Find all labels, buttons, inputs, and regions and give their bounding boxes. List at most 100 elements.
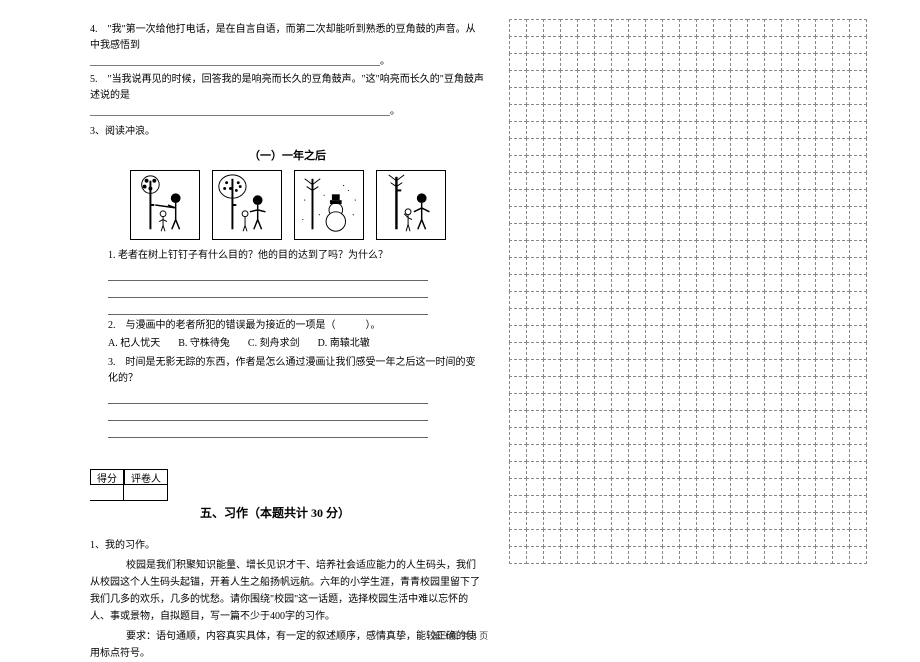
grid-cell[interactable] [611,376,629,394]
grid-cell[interactable] [560,410,578,428]
grid-cell[interactable] [832,70,850,88]
grid-cell[interactable] [849,121,867,139]
grid-cell[interactable] [560,138,578,156]
grid-cell[interactable] [696,19,714,37]
grid-cell[interactable] [679,36,697,54]
grid-cell[interactable] [679,138,697,156]
grid-cell[interactable] [747,87,765,105]
grid-cell[interactable] [645,359,663,377]
grid-cell[interactable] [594,121,612,139]
grid-cell[interactable] [815,427,833,445]
grid-cell[interactable] [577,240,595,258]
grid-cell[interactable] [849,257,867,275]
grid-cell[interactable] [662,444,680,462]
grid-cell[interactable] [594,359,612,377]
grid-cell[interactable] [611,325,629,343]
grid-cell[interactable] [798,308,816,326]
grid-cell[interactable] [526,189,544,207]
grid-cell[interactable] [509,189,527,207]
grid-cell[interactable] [832,240,850,258]
grid-cell[interactable] [645,206,663,224]
grid-cell[interactable] [747,53,765,71]
grid-cell[interactable] [577,291,595,309]
grid-cell[interactable] [781,444,799,462]
grid-cell[interactable] [815,444,833,462]
grid-cell[interactable] [560,325,578,343]
grid-cell[interactable] [679,87,697,105]
grid-cell[interactable] [560,478,578,496]
grid-cell[interactable] [628,172,646,190]
grid-cell[interactable] [594,274,612,292]
grid-cell[interactable] [543,495,561,513]
grid-cell[interactable] [594,189,612,207]
grid-cell[interactable] [526,376,544,394]
grid-cell[interactable] [679,155,697,173]
grid-cell[interactable] [577,53,595,71]
grid-cell[interactable] [747,206,765,224]
grid-cell[interactable] [628,291,646,309]
grid-cell[interactable] [781,393,799,411]
grid-cell[interactable] [645,19,663,37]
grid-cell[interactable] [628,342,646,360]
grid-cell[interactable] [747,512,765,530]
grid-cell[interactable] [696,529,714,547]
grid-cell[interactable] [713,257,731,275]
grid-cell[interactable] [696,427,714,445]
grid-cell[interactable] [849,342,867,360]
grid-cell[interactable] [509,393,527,411]
grid-cell[interactable] [662,393,680,411]
grid-cell[interactable] [560,359,578,377]
grid-cell[interactable] [696,461,714,479]
grid-cell[interactable] [662,291,680,309]
grid-cell[interactable] [543,546,561,564]
grid-cell[interactable] [764,87,782,105]
grid-cell[interactable] [747,410,765,428]
grid-cell[interactable] [849,53,867,71]
grid-cell[interactable] [747,325,765,343]
grid-cell[interactable] [560,376,578,394]
grid-cell[interactable] [662,376,680,394]
grid-cell[interactable] [543,70,561,88]
grid-cell[interactable] [781,70,799,88]
grid-cell[interactable] [747,308,765,326]
grid-cell[interactable] [594,444,612,462]
grid-cell[interactable] [764,342,782,360]
grid-cell[interactable] [509,546,527,564]
grid-cell[interactable] [764,410,782,428]
grid-cell[interactable] [798,546,816,564]
grid-cell[interactable] [645,461,663,479]
grid-cell[interactable] [611,478,629,496]
grid-cell[interactable] [849,444,867,462]
grid-cell[interactable] [611,274,629,292]
grid-cell[interactable] [679,70,697,88]
grid-cell[interactable] [798,461,816,479]
grid-cell[interactable] [611,70,629,88]
grid-cell[interactable] [509,461,527,479]
grid-cell[interactable] [577,104,595,122]
grid-cell[interactable] [798,223,816,241]
grid-cell[interactable] [815,87,833,105]
grid-cell[interactable] [679,444,697,462]
grid-cell[interactable] [730,70,748,88]
grid-cell[interactable] [662,257,680,275]
grid-cell[interactable] [815,308,833,326]
grid-cell[interactable] [798,155,816,173]
grid-cell[interactable] [781,359,799,377]
grid-cell[interactable] [628,546,646,564]
grid-cell[interactable] [849,529,867,547]
grid-cell[interactable] [645,274,663,292]
grid-cell[interactable] [628,70,646,88]
grid-cell[interactable] [764,546,782,564]
grid-cell[interactable] [696,138,714,156]
grid-cell[interactable] [849,478,867,496]
grid-cell[interactable] [730,257,748,275]
grid-cell[interactable] [679,308,697,326]
grid-cell[interactable] [560,444,578,462]
grid-cell[interactable] [696,546,714,564]
grid-cell[interactable] [815,19,833,37]
grid-cell[interactable] [662,546,680,564]
grid-cell[interactable] [696,444,714,462]
grid-cell[interactable] [696,70,714,88]
grid-cell[interactable] [781,87,799,105]
grid-cell[interactable] [628,495,646,513]
